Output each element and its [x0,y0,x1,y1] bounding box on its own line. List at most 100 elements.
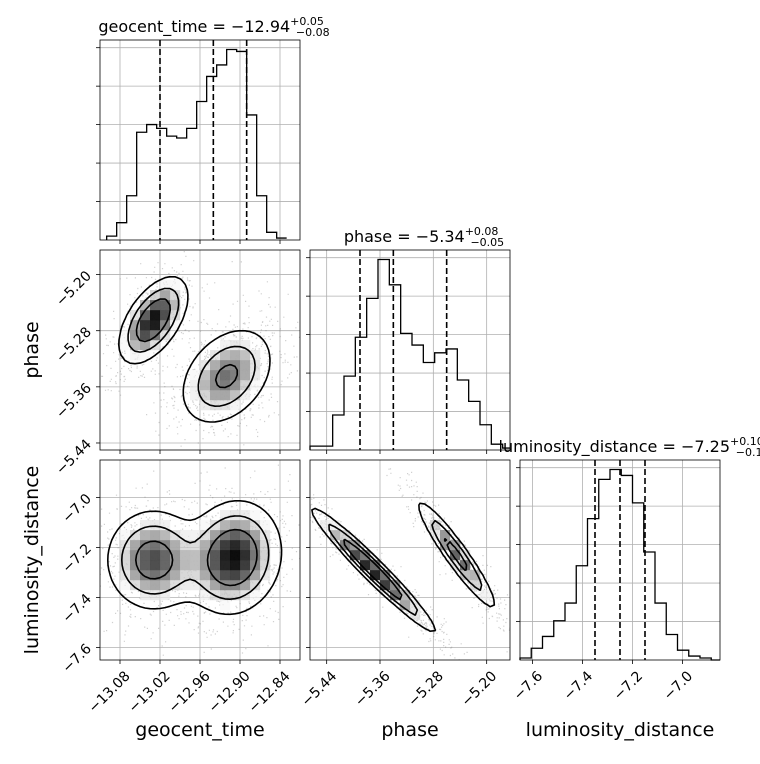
density-cell [130,320,141,331]
density-cell [140,320,151,331]
density-cell [190,530,201,541]
x-axis-label-phase: phase [381,719,438,741]
x-tick-label: −5.36 [352,668,394,710]
density-cell [180,570,191,581]
histogram-step-geocent_time [106,48,287,240]
density-cell [160,280,171,291]
density-cell [440,530,451,541]
contour-level-3 [135,298,238,389]
density-cell [260,560,271,571]
density-cell [150,580,161,591]
density-cell [250,580,261,591]
density-cell [220,560,231,571]
density-cell [190,370,201,381]
density-cell [180,550,191,561]
hist-panel-phase: phase = −5.34+0.08 −0.05 [306,225,511,454]
density-cell [240,350,251,361]
density-content [310,460,510,660]
y-axis-label-luminosity_distance: luminosity_distance [21,466,43,655]
density-cell [150,590,161,601]
contour-level-2 [121,515,270,600]
density-cell [220,390,231,401]
density-cell [210,560,221,571]
density-cell [200,580,211,591]
density-cell [250,550,261,561]
y-tick-label: −5.44 [53,436,95,478]
density-cell [180,530,191,541]
density-cell [160,580,171,591]
density-cell [150,540,161,551]
density-cell [170,550,181,561]
contour-level-1 [118,275,271,423]
hist-panel-luminosity_distance: −7.6 −7.4 −7.2 −7.0 luminosity_distance = −7… [499,435,760,704]
density-cell [350,550,361,561]
density-cell [230,510,241,521]
density-cell [230,590,241,601]
density-cell [170,560,181,571]
density-cell [260,570,271,581]
density-cell [150,550,161,561]
histogram-step-phase [309,258,510,450]
density-cell [180,560,191,571]
density-cell [140,560,151,571]
density-cell [150,330,161,341]
density-cell [150,320,161,331]
density-cell [240,520,251,531]
y-tick-label: −7.2 [59,541,94,576]
density-cell [120,330,131,341]
density-cell [130,330,141,341]
density-cell [240,560,251,571]
density-cell [210,550,221,561]
density-cell [220,550,231,561]
density-cell [200,540,211,551]
density-cell [190,560,201,571]
density-cell [120,340,131,351]
x-tick-label: −5.28 [405,668,447,710]
density-cell [240,530,251,541]
density-cell [400,600,411,611]
density-cell [140,550,151,561]
density-cell [170,300,181,311]
density-cell [250,370,261,381]
x-tick-label: −5.20 [459,668,501,710]
density-cell [200,570,211,581]
x-tick-label: −5.44 [299,668,341,710]
density-cell [250,350,261,361]
density-cell [220,530,231,541]
density-cell [220,510,231,521]
density-cell [150,560,161,571]
title-upper-error: +0.10 [730,435,760,448]
density-cell [190,390,201,401]
density-content [100,250,300,450]
density-cell [470,570,481,581]
density-cell [140,570,151,581]
density-cell [250,520,261,531]
density-cell [250,590,261,601]
density-cell [220,340,231,351]
density-cell [200,390,211,401]
density-cell [130,540,141,551]
density-cell [160,550,171,561]
x-tick-label: −13.02 [126,668,174,716]
density-cell [140,530,151,541]
title-lower-error: −0.08 [296,26,330,39]
contour-level-3 [343,538,468,601]
density-cell [460,570,471,581]
density-cell [190,580,201,591]
contour-level-1 [311,502,496,632]
density-cell [140,350,151,361]
density-cell [140,300,151,311]
density-cell [210,530,221,541]
density-cell [240,340,251,351]
x-tick-label: −7.2 [611,668,646,703]
density-cell [130,350,141,361]
density-cell [250,530,261,541]
density-cell [400,590,411,601]
density-cell [140,330,151,341]
density-cell [160,560,171,571]
density-cell [230,520,241,531]
x-tick-label: −7.0 [661,668,696,703]
density-cell [150,570,161,581]
density-cell [140,340,151,351]
density-cell [230,540,241,551]
